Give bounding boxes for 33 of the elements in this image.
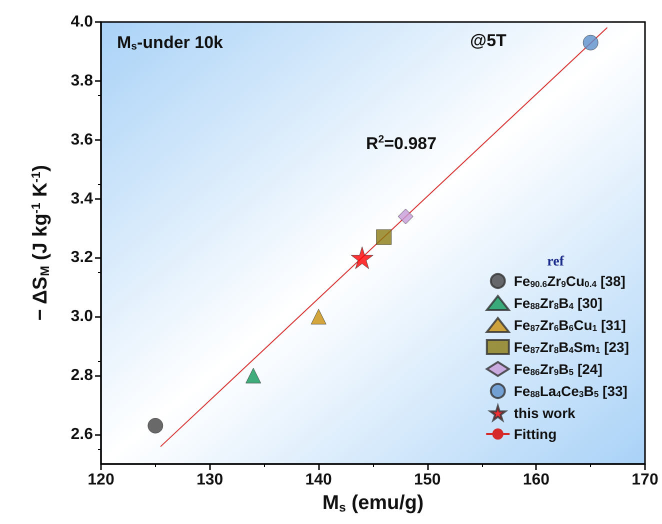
y-tick-label: 3.4 [70,190,94,208]
point [310,308,326,324]
text: Fe88La4Ce3B5 [33] [514,383,628,400]
annotation: @5T [470,31,508,50]
x-tick-label: 140 [305,472,332,488]
legend-label: Fitting [514,426,557,442]
y-tick-label: 3.6 [70,131,94,148]
point [148,418,164,434]
point [246,368,262,384]
point [376,229,392,245]
x-tick-label: 160 [522,472,550,488]
point [350,246,374,269]
y-axis-title: − ΔSM (J kg-1 K-1) [29,164,52,321]
point [582,34,598,50]
x-tick-label: 120 [88,472,114,488]
y-tick-label: 4.0 [70,14,94,30]
point [398,208,414,224]
legend-label: Fe86Zr9B5 [24] [514,361,602,378]
y-tick-label: 3.0 [70,308,94,326]
text: Fe87Zr8B4Sm1 [23] [514,339,630,356]
y-tick-label: 2.6 [70,426,94,444]
y-tick-label: 3.8 [70,72,94,90]
y-tick-label: 2.8 [70,367,94,384]
x-tick-label: 170 [632,472,658,488]
legend-label: this work [514,405,576,421]
y-tick-label: 3.2 [70,249,94,266]
x-tick-label: 150 [414,472,441,488]
annotation: Ms-under 10k [117,33,224,52]
text: Fe87Zr6B6Cu1 [31] [514,317,626,334]
legend-title: ref [547,254,564,270]
x-tick-label: 130 [196,472,224,488]
legend-label: Fe90.6Zr9Cu0.4 [38] [514,273,626,290]
legend-label: Fe88Zr8B4 [30] [514,295,602,312]
